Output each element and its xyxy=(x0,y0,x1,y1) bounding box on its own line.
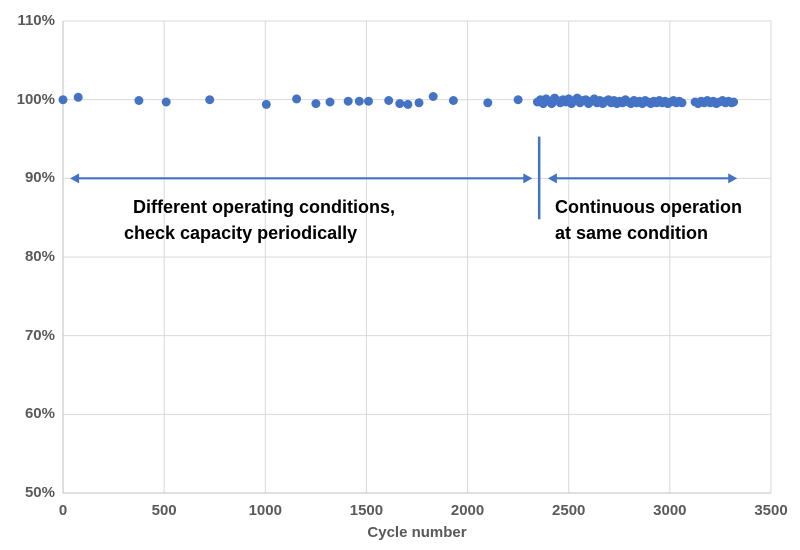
data-point xyxy=(729,97,739,107)
range-arrow-left-head-right xyxy=(523,173,533,184)
y-tick-label: 90% xyxy=(24,169,55,187)
data-point xyxy=(513,95,523,105)
x-tick-label: 3500 xyxy=(754,502,788,519)
y-tick-label: 70% xyxy=(24,326,55,344)
annotation-line: check capacity periodically xyxy=(124,223,358,243)
y-tick-label: 100% xyxy=(16,90,55,108)
x-tick-label: 2500 xyxy=(552,502,586,519)
data-point xyxy=(677,98,687,108)
annotation-line: Different operating conditions, xyxy=(133,197,396,217)
y-tick-label: 50% xyxy=(24,484,55,501)
data-point xyxy=(414,98,424,108)
data-point xyxy=(448,96,458,105)
data-point xyxy=(403,99,413,109)
data-point xyxy=(261,99,271,109)
data-point xyxy=(428,92,438,101)
data-point xyxy=(364,96,373,106)
data-point xyxy=(134,96,144,105)
range-arrow-right-head-right xyxy=(728,173,738,184)
annotation-different-conditions: Different operating conditions, check ca… xyxy=(124,194,395,246)
data-point xyxy=(311,99,321,109)
data-point xyxy=(292,94,302,104)
data-point xyxy=(395,99,405,109)
y-tick-label: 60% xyxy=(24,405,55,423)
x-tick-label: 2000 xyxy=(450,502,485,519)
x-tick-label: 500 xyxy=(151,502,177,519)
data-point xyxy=(343,96,353,106)
annotation-line: Continuous operation xyxy=(555,197,742,217)
range-arrow-right-head-left xyxy=(547,173,557,184)
data-point xyxy=(161,97,171,107)
y-tick-label: 110% xyxy=(17,12,55,29)
data-point xyxy=(205,95,215,105)
x-tick-label: 3000 xyxy=(653,502,687,519)
data-point xyxy=(483,98,493,108)
x-tick-label: 1500 xyxy=(349,502,384,519)
data-point xyxy=(325,97,335,107)
x-tick-label: 1000 xyxy=(248,502,282,519)
range-arrow-left-head-left xyxy=(70,173,80,184)
annotation-continuous-operation: Continuous operation at same condition xyxy=(555,194,742,246)
annotation-line: at same condition xyxy=(555,223,709,243)
data-point xyxy=(58,95,68,105)
data-point xyxy=(384,96,394,105)
data-point xyxy=(354,96,364,106)
x-tick-label: 0 xyxy=(58,502,68,519)
y-tick-label: 80% xyxy=(24,248,55,265)
x-axis-title: Cycle number xyxy=(367,524,467,541)
data-point xyxy=(73,92,83,102)
